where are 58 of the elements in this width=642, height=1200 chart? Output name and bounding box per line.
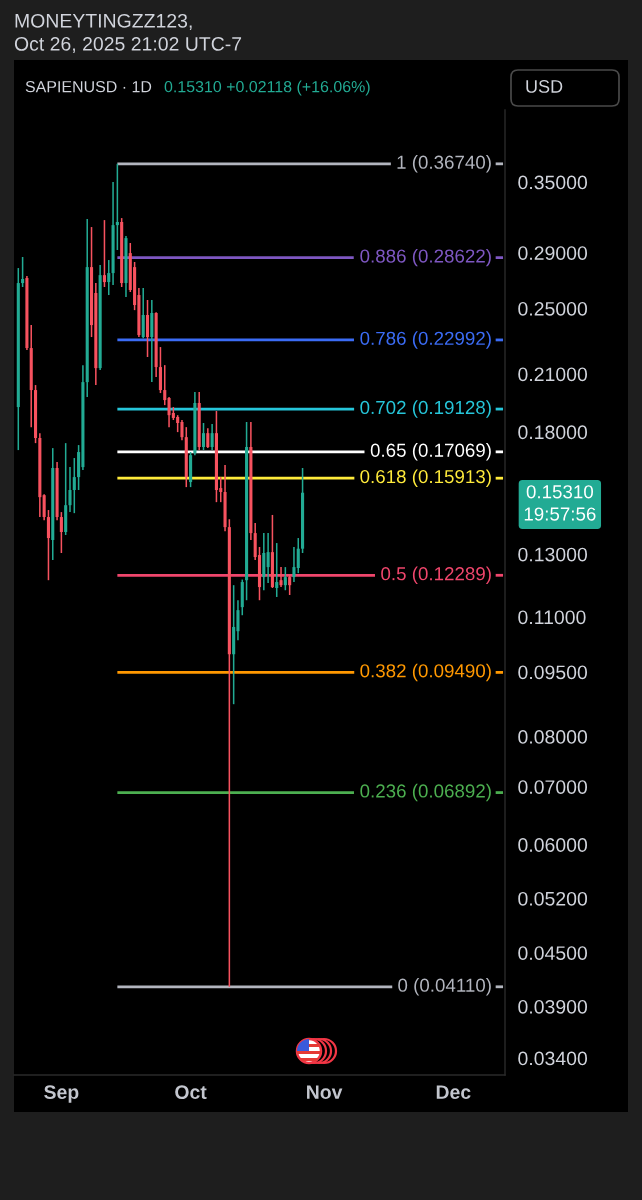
candlestick: [288, 574, 292, 596]
text: 0.15310 19:57:56: [524, 485, 596, 521]
y-tick-label: 0.07000: [518, 780, 588, 794]
candlestick: [275, 542, 279, 598]
candlestick: [141, 287, 145, 339]
y-tick-label: 0.09500: [518, 665, 588, 680]
ref-line-label: 1 (0.36740): [397, 155, 491, 173]
ref-line-label: 0.786 (0.22992): [360, 331, 491, 349]
y-tick-label: 0.08000: [518, 730, 588, 744]
candlestick: [296, 537, 300, 574]
x-tick-label: Sep: [44, 1085, 79, 1103]
chart-subtitle: 0.15310 +0.02118 (+16.06%): [164, 80, 370, 96]
candlestick: [115, 163, 119, 251]
candlestick: [167, 396, 171, 428]
ref-line-label: 0.65 (0.17069): [370, 443, 491, 461]
candlestick: [59, 511, 63, 554]
candlestick: [145, 299, 150, 358]
ref-line-label: 0.618 (0.15913): [360, 469, 491, 487]
y-tick-label: 0.18000: [518, 425, 588, 440]
chart-title: SAPIENUSD · 1D: [25, 80, 152, 93]
x-tick-label: Oct: [175, 1085, 207, 1099]
ref-line-label: 0.236 (0.06892): [360, 783, 491, 802]
text: MONEYTINGZZ123, Oct 26, 2025 21:02 UTC-7: [14, 13, 242, 54]
ref-line-label: 0.886 (0.28622): [360, 248, 491, 267]
candlestick: [210, 423, 214, 451]
y-tick-label: 0.13000: [518, 547, 588, 562]
candlestick: [163, 364, 167, 406]
candlestick: [201, 422, 206, 451]
y-tick-label: 0.35000: [518, 175, 588, 190]
text: USD: [526, 80, 563, 93]
y-tick-label: 0.11000: [518, 610, 586, 625]
candlestick: [283, 566, 287, 591]
ref-line-label: 0.5 (0.12289): [381, 566, 491, 585]
ref-line-label: 0 (0.04110): [398, 978, 491, 996]
ref-line-label: 0.382 (0.09490): [360, 663, 491, 682]
candlestick: [107, 259, 111, 296]
y-tick-label: 0.06000: [518, 838, 588, 852]
y-tick-label: 0.29000: [518, 246, 588, 260]
y-tick-label: 0.04500: [518, 946, 588, 960]
ref-line-label: 0.702 (0.19128): [360, 400, 491, 418]
y-tick-label: 0.05200: [518, 891, 588, 906]
candlestick: [158, 346, 162, 394]
y-tick-label: 0.25000: [518, 301, 588, 316]
candlestick: [279, 566, 283, 588]
candlestick: [21, 256, 25, 288]
candlestick: [266, 532, 270, 584]
candlestick: [46, 509, 51, 581]
candlestick: [68, 466, 72, 513]
y-tick-label: 0.21000: [518, 367, 588, 382]
y-tick-label: 0.03900: [518, 999, 588, 1014]
candlestick: [180, 419, 184, 441]
candlestick: [102, 219, 106, 288]
y-tick-label: 0.03400: [518, 1051, 588, 1066]
candlestick: [206, 427, 210, 449]
x-tick-label: Dec: [436, 1085, 471, 1099]
candlestick: [72, 457, 76, 514]
candlestick: [42, 493, 46, 521]
x-tick-label: Nov: [307, 1085, 343, 1099]
